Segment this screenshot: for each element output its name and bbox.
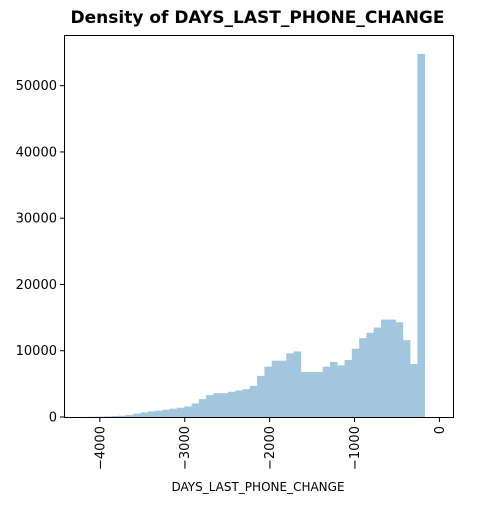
histogram-bar [359, 338, 367, 417]
histogram-bar [170, 409, 178, 417]
histogram-bar [417, 54, 425, 417]
histogram-bar [177, 408, 185, 417]
histogram-bar [221, 393, 229, 417]
histogram-bar [345, 360, 353, 417]
histogram-bar [352, 349, 360, 417]
histogram-bar [388, 320, 396, 417]
histogram-bar [272, 361, 280, 417]
y-tick-label: 50000 [16, 79, 57, 94]
x-tick-label: −1000 [348, 426, 363, 470]
x-tick-label: −4000 [93, 426, 108, 470]
x-tick-label: −2000 [263, 426, 278, 470]
histogram-bar [141, 412, 149, 417]
histogram-bar [315, 372, 323, 417]
histogram-bar [119, 416, 127, 417]
histogram-bar [162, 410, 170, 417]
histogram-bar [148, 411, 156, 417]
histogram-bar [403, 340, 411, 417]
histogram-bar [366, 333, 374, 417]
histogram-bar [104, 416, 112, 417]
y-axis: 0 10000 20000 30000 40000 50000 [16, 79, 65, 425]
histogram-bar [184, 406, 192, 417]
histogram-bar [206, 395, 214, 417]
histogram-bar [250, 386, 258, 417]
histogram-bar [308, 372, 316, 417]
y-tick-label: 30000 [16, 212, 57, 227]
histogram-bar [286, 353, 294, 417]
histogram-bar [111, 416, 119, 417]
histogram-bar [381, 320, 389, 417]
histogram-bar [301, 372, 309, 417]
histogram-bar [133, 414, 141, 417]
histogram-bar [243, 389, 251, 417]
histogram-bar [228, 392, 236, 417]
histogram-bar [396, 322, 404, 417]
histogram-bar [126, 415, 134, 417]
x-axis: −4000 −3000 −2000 −1000 0 [93, 417, 448, 470]
histogram-bar [294, 351, 302, 417]
histogram-bar [192, 403, 200, 417]
histogram-bar [213, 393, 221, 417]
y-tick-label: 40000 [16, 145, 57, 160]
histogram-bar [323, 367, 331, 417]
histogram-bar [410, 364, 418, 417]
y-tick-label: 20000 [16, 278, 57, 293]
y-tick-label: 10000 [16, 344, 57, 359]
bars-layer [75, 54, 425, 417]
histogram-bar [235, 390, 243, 417]
chart-title: Density of DAYS_LAST_PHONE_CHANGE [71, 8, 445, 28]
histogram-bar [257, 376, 265, 417]
histogram-bar [337, 365, 345, 417]
histogram-bar [264, 367, 272, 417]
histogram-bar [279, 361, 287, 417]
y-tick-label: 0 [49, 411, 57, 426]
x-tick-label: −3000 [178, 426, 193, 470]
histogram-bar [374, 328, 382, 417]
x-axis-label: DAYS_LAST_PHONE_CHANGE [171, 480, 344, 494]
histogram-bar [155, 411, 163, 417]
x-tick-label: 0 [433, 426, 448, 434]
histogram-bar [330, 362, 338, 417]
histogram-bar [199, 399, 207, 417]
